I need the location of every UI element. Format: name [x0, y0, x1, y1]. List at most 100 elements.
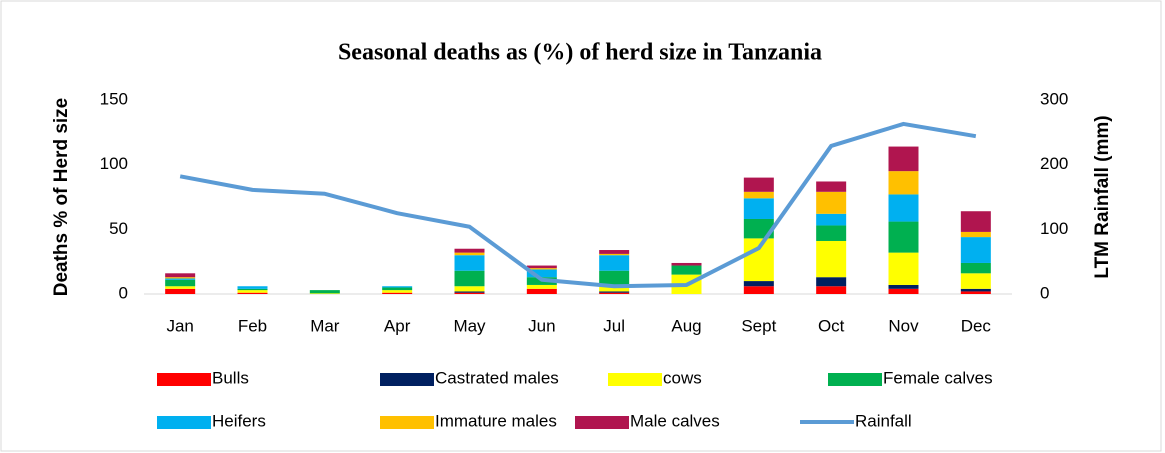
bar-segment: [888, 171, 919, 195]
bar-segment: [671, 262, 702, 266]
bar-segment: [382, 292, 413, 294]
bar-segment: [960, 231, 991, 238]
bar-segment: [599, 270, 630, 287]
chart-title: Seasonal deaths as (%) of herd size in T…: [338, 40, 822, 66]
bar-segment: [454, 248, 485, 253]
bar-segment: [526, 268, 557, 270]
legend-label: Male calves: [630, 411, 720, 430]
bar-segment: [454, 286, 485, 292]
x-tick-label: Jan: [166, 316, 193, 335]
legend-swatch: [157, 416, 211, 429]
legend-swatch: [575, 416, 629, 429]
bar-segment: [599, 292, 630, 294]
bar-segment: [816, 240, 847, 278]
bar-segment: [816, 213, 847, 226]
bar-segment: [960, 273, 991, 289]
rainfall-line: [179, 121, 977, 289]
bar-segment: [454, 252, 485, 256]
bar-segment: [309, 290, 340, 294]
bar-segment: [237, 288, 268, 291]
x-tick-label: Apr: [384, 316, 411, 335]
bar-segment: [816, 181, 847, 192]
y-tick-label: 150: [100, 89, 128, 108]
bar-segment: [237, 286, 268, 289]
bar-segment: [454, 291, 485, 293]
bar-segment: [671, 265, 702, 275]
x-tick-label: Jul: [603, 316, 625, 335]
y2-tick-label: 300: [1040, 89, 1068, 108]
bar-segment: [165, 277, 196, 279]
bar-segment: [526, 284, 557, 289]
bar-segment: [309, 293, 340, 294]
bar-segment: [237, 290, 268, 293]
bar-segment: [743, 198, 774, 219]
y2-tick-label: 200: [1040, 154, 1068, 173]
bar-segment: [599, 291, 630, 293]
bar-segment: [743, 286, 774, 294]
y-tick-label: 50: [109, 219, 128, 238]
bar-segment: [743, 218, 774, 239]
y-tick-label: 0: [119, 283, 128, 302]
bar-segment: [526, 288, 557, 294]
legend-label: Female calves: [883, 368, 993, 387]
bar-segment: [888, 221, 919, 253]
bar-segment: [599, 250, 630, 254]
legend-label: Rainfall: [855, 411, 912, 430]
x-tick-label: May: [453, 316, 486, 335]
bar-segment: [816, 191, 847, 214]
x-tick-label: Dec: [961, 316, 992, 335]
x-tick-label: Jun: [528, 316, 555, 335]
bar-segment: [382, 286, 413, 288]
legend-swatch: [157, 373, 211, 386]
bar-segment: [960, 262, 991, 274]
x-tick-label: Mar: [310, 316, 340, 335]
bar-segment: [960, 211, 991, 232]
bar-segment: [743, 191, 774, 199]
bar-segment: [165, 286, 196, 289]
bar-segment: [888, 194, 919, 222]
bar-segment: [526, 269, 557, 278]
bar-segment: [454, 270, 485, 287]
bar-segment: [816, 286, 847, 294]
bar-segment: [743, 177, 774, 192]
y-axis-label: Deaths % of Herd size: [51, 98, 72, 297]
bar-segment: [165, 288, 196, 294]
x-tick-label: Nov: [888, 316, 919, 335]
bar-segment: [165, 278, 196, 280]
bar-segment: [816, 277, 847, 287]
bar-segment: [599, 255, 630, 271]
legend-swatch: [380, 416, 434, 429]
bar-segment: [382, 287, 413, 291]
bar-segment: [960, 291, 991, 294]
y2-tick-label: 100: [1040, 219, 1068, 238]
x-tick-label: Feb: [238, 316, 267, 335]
legend-swatch: [380, 373, 434, 386]
x-tick-label: Oct: [818, 316, 845, 335]
bar-segment: [960, 288, 991, 292]
bar-segment: [888, 252, 919, 285]
bar-segment: [382, 290, 413, 293]
bar-segment: [165, 273, 196, 278]
legend-label: Castrated males: [435, 368, 559, 387]
bar-segment: [888, 284, 919, 289]
bar-segment: [454, 255, 485, 271]
legend-label: Immature males: [435, 411, 557, 430]
bar-segment: [454, 292, 485, 294]
x-tick-label: Sept: [741, 316, 776, 335]
legend-swatch: [608, 373, 662, 386]
bar-segment: [960, 237, 991, 263]
legend-swatch: [828, 373, 882, 386]
bar-segment: [743, 281, 774, 287]
y2-tick-label: 0: [1040, 283, 1049, 302]
legend-label: cows: [663, 368, 702, 387]
bar-segment: [599, 253, 630, 256]
bar-segment: [237, 292, 268, 294]
bar-segment: [526, 265, 557, 269]
y-tick-label: 100: [100, 154, 128, 173]
bar-segment: [599, 286, 630, 292]
bar-segment: [816, 225, 847, 241]
bar-segment: [888, 146, 919, 172]
y2-axis-label: LTM Rainfall (mm): [1092, 115, 1113, 278]
bar-segment: [165, 279, 196, 287]
